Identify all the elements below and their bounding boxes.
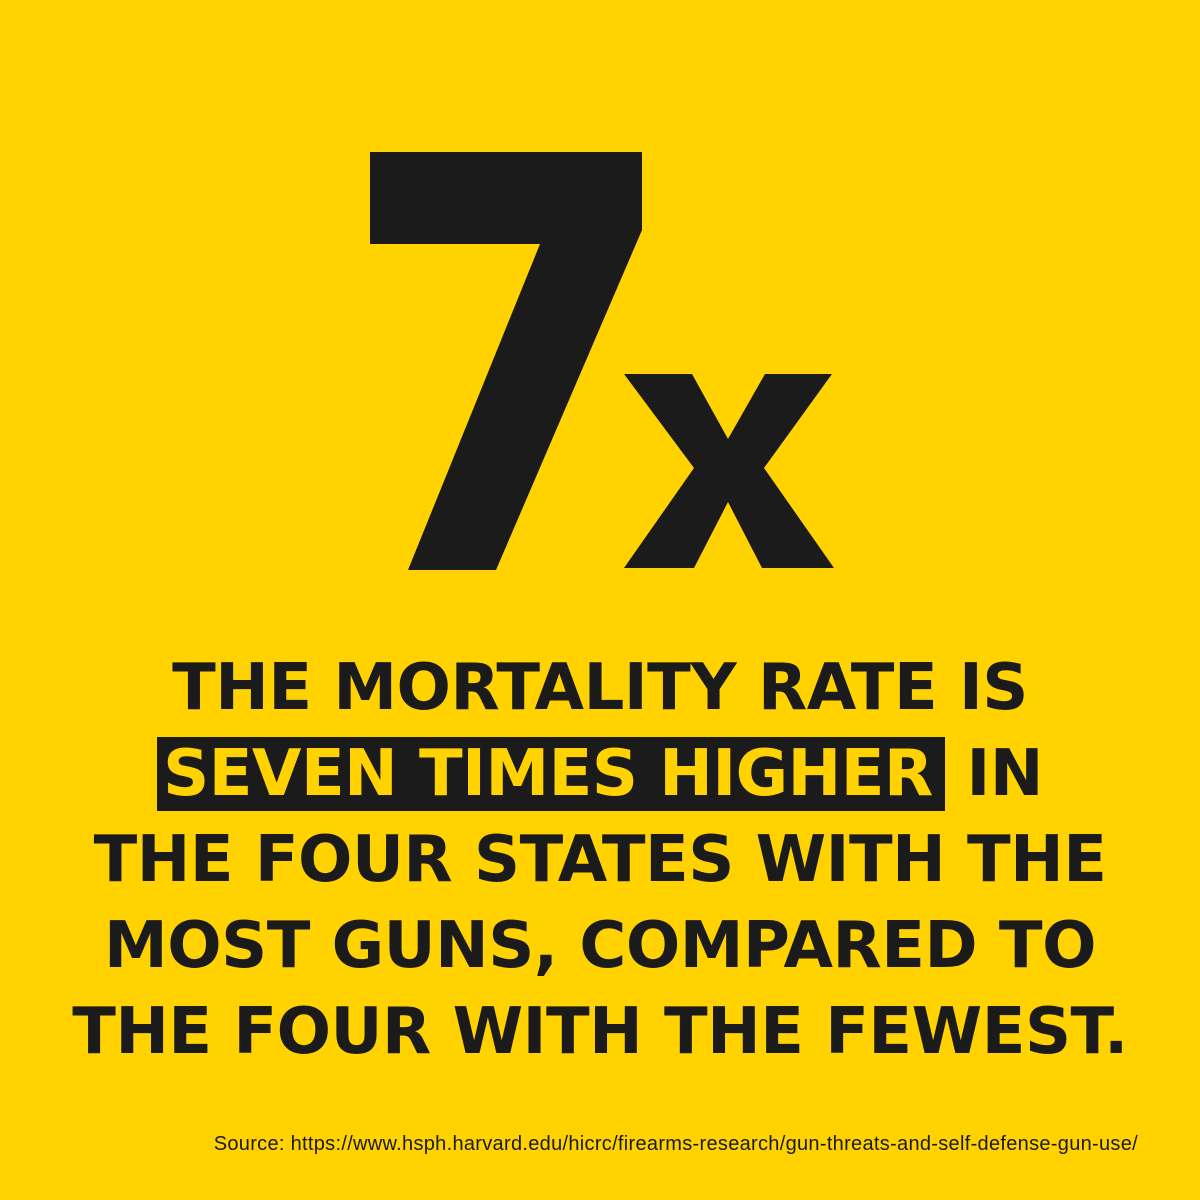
- source-citation: Source: https://www.hsph.harvard.edu/hic…: [213, 1133, 1138, 1155]
- headline-line-5: THE FOUR WITH THE FEWEST.: [72, 995, 1128, 1069]
- headline-line-2-rest: IN: [944, 737, 1044, 811]
- headline-line-2: SEVEN TIMES HIGHER IN: [0, 731, 1200, 817]
- headline-line-3: THE FOUR STATES WITH THE: [93, 823, 1107, 897]
- headline-line-4: MOST GUNS, COMPARED TO: [104, 909, 1096, 983]
- highlighted-phrase: SEVEN TIMES HIGHER: [157, 737, 945, 811]
- big-stat-7x: 7x: [370, 152, 834, 570]
- headline-line-1: THE MORTALITY RATE IS: [172, 651, 1028, 725]
- big-stat-seven-glyph: [370, 152, 642, 570]
- headline: THE MORTALITY RATE IS SEVEN TIMES HIGHER…: [0, 645, 1200, 1075]
- big-stat-x-glyph: [624, 374, 834, 568]
